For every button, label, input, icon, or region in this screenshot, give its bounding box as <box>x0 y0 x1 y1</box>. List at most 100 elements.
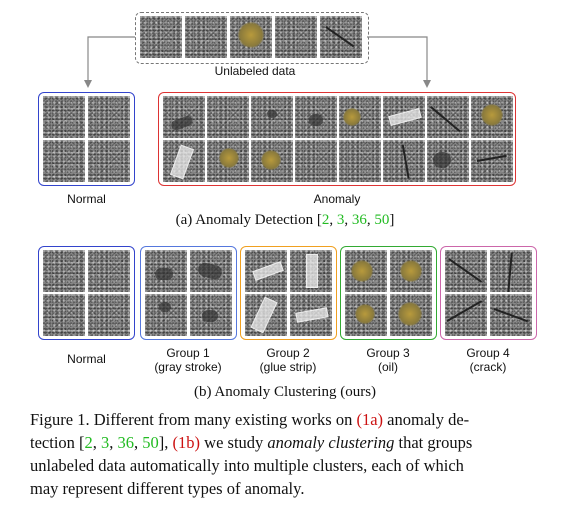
group3-tile <box>345 250 387 292</box>
caption-text: Different from many existing works on <box>89 410 357 429</box>
cluster-normal-label: Normal <box>67 352 106 366</box>
arrows <box>84 36 431 88</box>
caption-text: anomaly de- <box>383 410 470 429</box>
group2-box <box>240 246 337 340</box>
normal-tile <box>88 294 130 336</box>
figure-caption-line4: may represent different types of anomaly… <box>30 479 305 498</box>
normal-tile <box>88 96 130 138</box>
arrow-to-anomaly <box>367 36 428 82</box>
detection-caption-end: ] <box>389 212 395 228</box>
detection-anomaly-box <box>158 92 516 186</box>
group3-tile <box>390 250 432 292</box>
citation-link[interactable]: 2 <box>84 433 93 452</box>
cluster-normal-box <box>38 246 135 340</box>
clustering-caption: (b) Anomaly Clustering (ours) <box>193 384 377 400</box>
group4-tile <box>445 294 487 336</box>
group3-tile <box>345 294 387 336</box>
citation-link[interactable]: 2 <box>321 212 330 228</box>
group1-label: Group 1 (gray stroke) <box>128 346 248 374</box>
group4-label-line2: (crack) <box>469 360 507 374</box>
figure-caption: Figure 1. Different from many existing w… <box>30 408 560 500</box>
anomaly-tile <box>295 96 337 138</box>
caption-text: we study <box>200 433 268 452</box>
normal-tile <box>88 250 130 292</box>
unlabeled-tile <box>185 16 227 58</box>
group1-label-line1: Group 1 <box>166 346 210 360</box>
group1-box <box>140 246 237 340</box>
group3-label-line2: (oil) <box>378 360 398 374</box>
group4-box <box>440 246 537 340</box>
figure-reference-link[interactable]: (1a) <box>356 410 384 429</box>
citation-link[interactable]: 36 <box>351 212 367 228</box>
figure-label: Figure 1. <box>30 410 90 429</box>
group1-label-line2: (gray stroke) <box>154 360 222 374</box>
caption-text: that groups <box>394 433 473 452</box>
normal-tile <box>43 140 85 182</box>
detection-normal-label: Normal <box>67 192 106 206</box>
unlabeled-tile <box>275 16 317 58</box>
group4-tile <box>490 294 532 336</box>
arrow-head-anomaly <box>423 80 431 88</box>
unlabeled-tile <box>320 16 362 58</box>
group3-box <box>340 246 437 340</box>
group2-label: Group 2 (glue strip) <box>228 346 348 374</box>
arrow-to-normal <box>87 36 135 82</box>
group1-tile <box>190 250 232 292</box>
unlabeled-tile <box>140 16 182 58</box>
citation-link[interactable]: 50 <box>142 433 159 452</box>
normal-tile <box>43 250 85 292</box>
unlabeled-data-label: Unlabeled data <box>214 64 296 78</box>
anomaly-tile <box>383 96 425 138</box>
normal-tile <box>43 96 85 138</box>
anomaly-tile <box>163 96 205 138</box>
group4-tile <box>490 250 532 292</box>
group3-tile <box>390 294 432 336</box>
citation-link[interactable]: 3 <box>101 433 110 452</box>
unlabeled-tile <box>230 16 272 58</box>
group2-tile <box>245 294 287 336</box>
group2-tile <box>290 250 332 292</box>
figure-caption-line2: tection [2, 3, 36, 50], (1b) we study an… <box>30 433 473 452</box>
unlabeled-data-box <box>135 12 369 64</box>
anomaly-tile <box>207 140 249 182</box>
figure-caption-line3: unlabeled data automatically into multip… <box>30 456 464 475</box>
citation-link[interactable]: 3 <box>336 212 345 228</box>
caption-text: ], <box>158 433 173 452</box>
group4-label: Group 4 (crack) <box>428 346 548 374</box>
anomaly-tile <box>427 96 469 138</box>
anomaly-tile <box>251 140 293 182</box>
group2-tile <box>245 250 287 292</box>
group3-label: Group 3 (oil) <box>328 346 448 374</box>
anomaly-tile <box>251 96 293 138</box>
arrow-head-normal <box>84 80 92 88</box>
group1-tile <box>145 250 187 292</box>
detection-normal-box <box>38 92 135 186</box>
group2-tile <box>290 294 332 336</box>
group2-label-line1: Group 2 <box>266 346 310 360</box>
anomaly-tile <box>339 96 381 138</box>
anomaly-tile <box>471 140 513 182</box>
anomaly-tile <box>471 96 513 138</box>
group1-tile <box>190 294 232 336</box>
anomaly-tile <box>207 96 249 138</box>
detection-anomaly-label: Anomaly <box>313 192 361 206</box>
anomaly-tile <box>339 140 381 182</box>
group2-label-line2: (glue strip) <box>259 360 317 374</box>
detection-caption: (a) Anomaly Detection [2, 3, 36, 50] <box>175 212 395 228</box>
anomaly-tile <box>295 140 337 182</box>
figure-reference-link[interactable]: (1b) <box>172 433 201 452</box>
anomaly-tile <box>163 140 205 182</box>
citation-link[interactable]: 50 <box>374 212 390 228</box>
group3-label-line1: Group 3 <box>366 346 410 360</box>
group4-label-line1: Group 4 <box>466 346 510 360</box>
caption-emphasis: anomaly clustering <box>267 433 395 452</box>
group4-tile <box>445 250 487 292</box>
normal-tile <box>43 294 85 336</box>
citation-link[interactable]: 36 <box>117 433 135 452</box>
detection-caption-text: (a) Anomaly Detection [ <box>175 212 322 228</box>
group1-tile <box>145 294 187 336</box>
anomaly-tile <box>383 140 425 182</box>
normal-tile <box>88 140 130 182</box>
anomaly-tile <box>427 140 469 182</box>
figure-caption-line1: Figure 1. Different from many existing w… <box>30 408 560 431</box>
